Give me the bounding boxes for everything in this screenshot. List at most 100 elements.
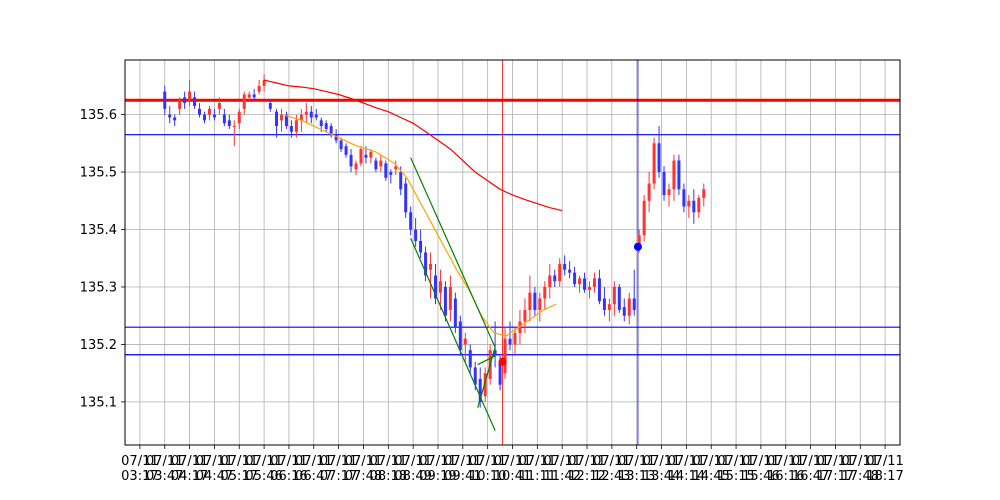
- candle-body: [232, 126, 236, 128]
- candle-body: [262, 80, 266, 86]
- x-tick-label: 07/11 13:44: [643, 454, 680, 484]
- moving-averages: [263, 79, 563, 337]
- candle-body: [299, 114, 303, 121]
- x-tick-label: 07/11 11:42: [543, 454, 580, 484]
- candle-body: [617, 286, 621, 310]
- candle-body: [588, 286, 592, 290]
- candle-body: [339, 140, 343, 150]
- candle-body: [528, 292, 532, 310]
- candle-body: [558, 263, 562, 282]
- candle-body: [188, 91, 192, 101]
- candle-body: [612, 286, 616, 305]
- candle-body: [657, 143, 661, 173]
- candle-body: [578, 278, 582, 285]
- candle-body: [667, 189, 671, 196]
- candle-body: [513, 332, 517, 345]
- x-tick-label: 07/11 03:17: [121, 454, 158, 484]
- candle-body: [493, 350, 497, 356]
- candle-body: [448, 286, 452, 310]
- candle-body: [429, 263, 433, 270]
- signal-marker: [498, 357, 507, 366]
- candle-body: [508, 338, 512, 345]
- x-tick-label: 07/11 04:47: [196, 454, 233, 484]
- candle-body: [632, 298, 636, 310]
- candle-body: [419, 241, 423, 253]
- candle-body: [379, 160, 383, 167]
- x-tick-label: 07/11 08:18: [370, 454, 407, 484]
- candle-body: [568, 269, 572, 273]
- y-tick-label: 135.4: [80, 223, 117, 238]
- candle-body: [257, 85, 261, 92]
- candle-body: [563, 263, 567, 270]
- x-tick-label: 07/11 04:17: [171, 454, 208, 484]
- candle-body: [242, 94, 246, 109]
- candle-body: [538, 298, 542, 310]
- candle-body: [438, 281, 442, 293]
- vertical-markers: [502, 60, 639, 445]
- candle-body: [279, 114, 283, 121]
- candle-body: [483, 373, 487, 397]
- x-tick-label: 07/11 16:16: [767, 454, 804, 484]
- candle-body: [702, 189, 706, 198]
- candle-body: [592, 278, 596, 287]
- x-tick-label: 07/11 12:43: [593, 454, 630, 484]
- candle-body: [349, 154, 353, 167]
- candle-body: [374, 160, 378, 170]
- candle-body: [553, 275, 557, 282]
- signal-markers: [498, 242, 642, 366]
- candle-body: [252, 94, 256, 98]
- candle-body: [227, 120, 231, 127]
- candle-body: [284, 114, 288, 127]
- x-tick-label: 07/11 15:15: [717, 454, 754, 484]
- x-tick-label: 07/11 07:48: [345, 454, 382, 484]
- y-tick-label: 135.5: [80, 166, 117, 181]
- x-tick-label: 07/11 05:46: [245, 454, 282, 484]
- x-tick-label: 07/11 14:45: [692, 454, 729, 484]
- candle-body: [163, 91, 167, 109]
- candle-body: [289, 126, 293, 132]
- x-tick-label: 07/11 12:12: [568, 454, 605, 484]
- candle-body: [222, 114, 226, 124]
- candle-body: [414, 229, 418, 242]
- candle-body: [354, 163, 358, 170]
- candle-body: [697, 197, 701, 213]
- candle-body: [637, 235, 641, 247]
- candle-body: [677, 160, 681, 190]
- candle-body: [314, 114, 318, 118]
- candle-body: [597, 278, 601, 302]
- y-tick-label: 135.2: [80, 338, 117, 353]
- candle-body: [583, 278, 587, 290]
- candle-body: [404, 183, 408, 213]
- candle-body: [359, 149, 363, 164]
- x-tick-label: 07/11 06:16: [270, 454, 307, 484]
- y-tick-label: 135.1: [80, 395, 117, 410]
- candle-body: [463, 338, 467, 345]
- x-tick-label: 07/11 13:13: [618, 454, 655, 484]
- candle-body: [468, 350, 472, 368]
- candle-body: [602, 298, 606, 310]
- candle-body: [212, 114, 216, 118]
- candle-body: [324, 123, 328, 129]
- candle-body: [183, 97, 187, 104]
- x-tick-label: 07/11 10:41: [494, 454, 531, 484]
- candle-body: [627, 298, 631, 316]
- candle-body: [503, 338, 507, 374]
- series-line: [282, 114, 557, 337]
- candle-body: [389, 172, 393, 175]
- candle-body: [409, 212, 413, 230]
- candle-body: [329, 126, 333, 135]
- candle-body: [687, 200, 691, 207]
- x-tick-label: 07/11 14:14: [668, 454, 705, 484]
- candle-body: [217, 103, 221, 109]
- channel-line: [410, 237, 496, 431]
- signal-marker: [633, 242, 642, 251]
- candle-body: [642, 200, 646, 236]
- series-line: [263, 79, 563, 212]
- x-tick-label: 07/11 08:49: [394, 454, 431, 484]
- y-axis: 135.1 135.2 135.3 135.4 135.5 135.6: [80, 108, 125, 410]
- x-tick-label: 07/11 09:19: [419, 454, 456, 484]
- trend-channel: [410, 157, 496, 431]
- candle-body: [207, 108, 211, 115]
- grid: [125, 60, 900, 445]
- candle-body: [607, 304, 611, 310]
